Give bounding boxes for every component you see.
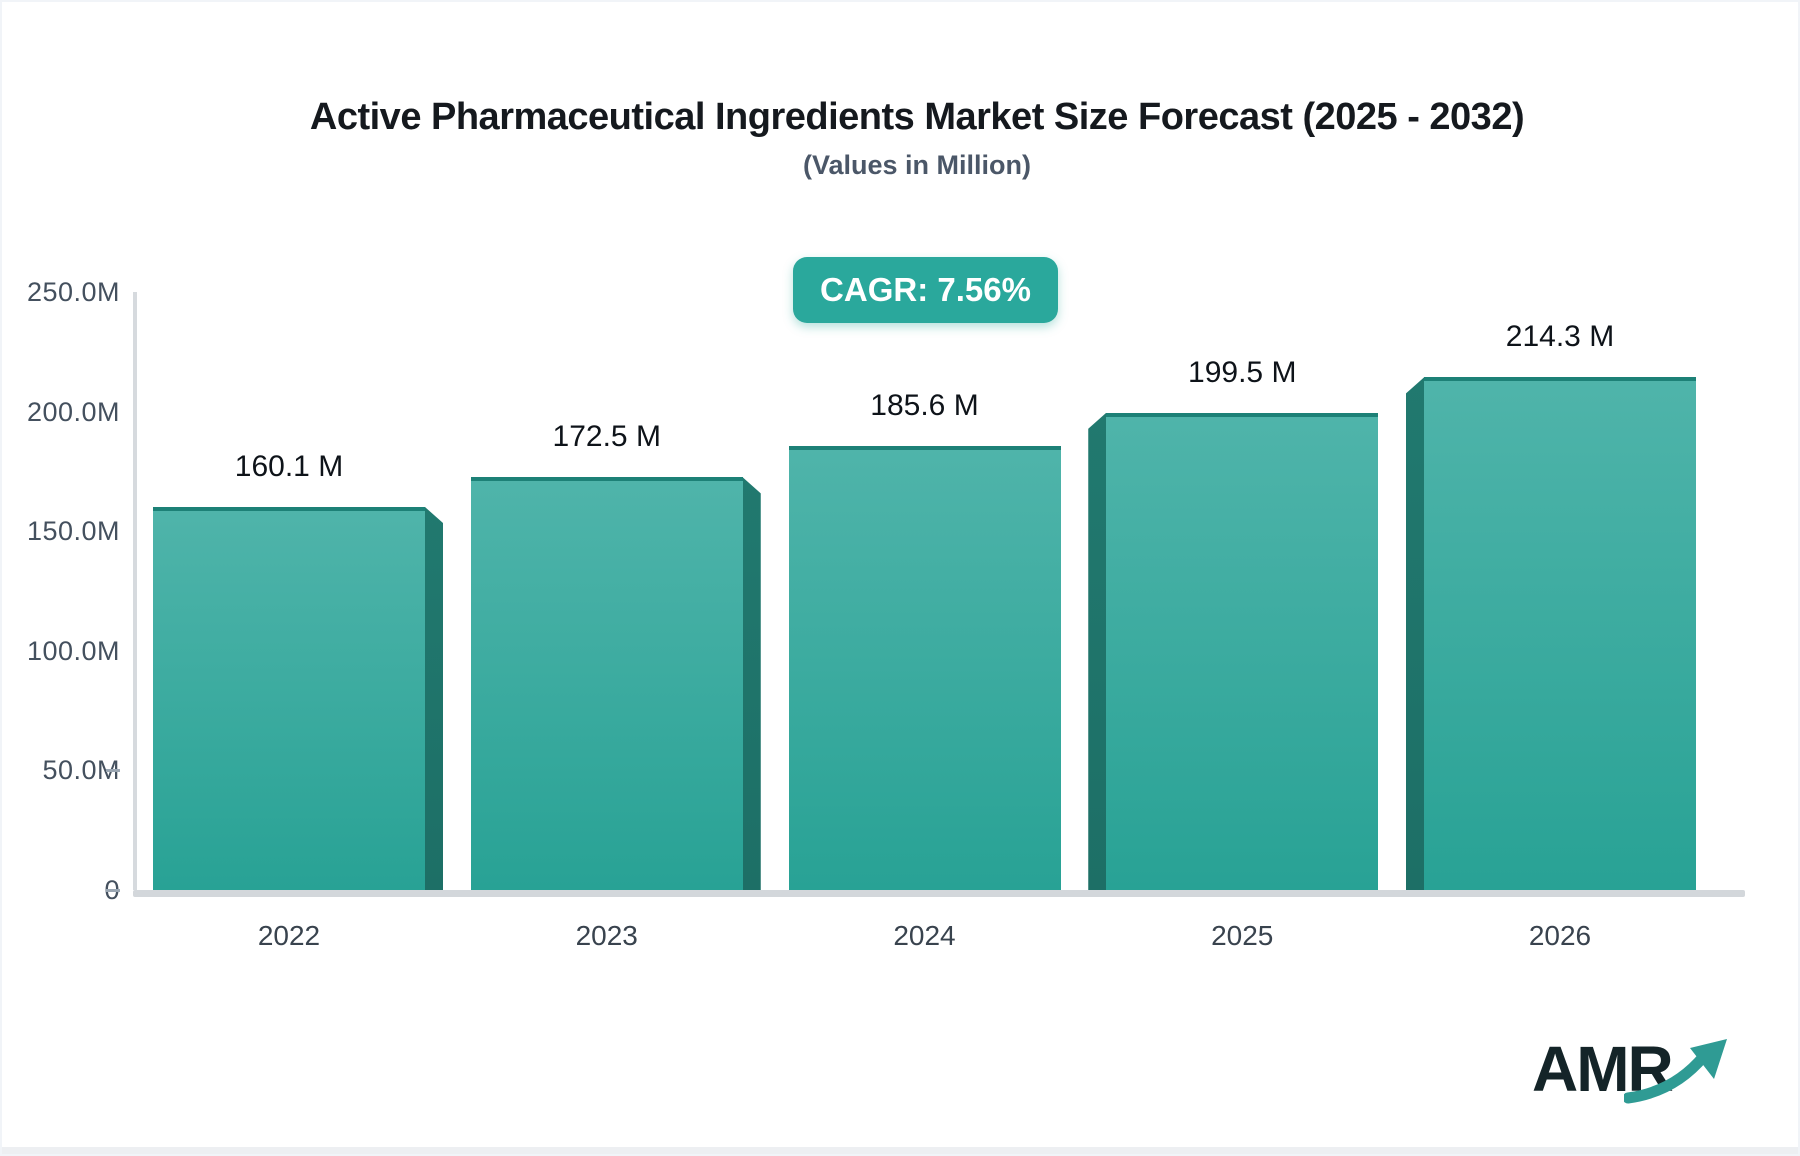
y-axis-tick-label: 100.0M xyxy=(26,635,120,666)
chart-subtitle: (Values in Million) xyxy=(802,150,1032,180)
bar-2026 xyxy=(1424,377,1696,890)
y-axis-tick-label: 0 xyxy=(2,875,120,906)
bar-value-label: 160.1 M xyxy=(234,450,344,484)
x-axis-label-2022: 2022 xyxy=(257,920,321,951)
cagr-badge: CAGR: 7.56% xyxy=(793,257,1058,323)
x-axis-line xyxy=(133,890,1745,897)
amr-logo: AMR xyxy=(1522,1026,1742,1116)
bar-value-label: 172.5 M xyxy=(552,420,661,454)
bar-value-label: 214.3 M xyxy=(1505,320,1615,354)
bar-side-shadow-2026 xyxy=(1406,377,1424,890)
bar-value-label: 185.6 M xyxy=(870,389,979,423)
bar-2024 xyxy=(788,446,1061,890)
y-axis-tick-label: 200.0M xyxy=(26,396,120,427)
chart-title: Active Pharmaceutical Ingredients Market… xyxy=(309,96,1525,138)
bottom-edge xyxy=(2,1147,1798,1154)
y-axis-tick-label: 250.0M xyxy=(26,277,120,307)
bar-2022 xyxy=(153,507,425,890)
y-axis-tick-label: 150.0M xyxy=(26,516,120,547)
bar-2025 xyxy=(1106,412,1379,890)
y-axis-tick-mark xyxy=(106,769,120,773)
bar-side-shadow-2023 xyxy=(742,477,761,890)
cagr-badge-label: CAGR: 7.56% xyxy=(820,271,1031,308)
y-axis-tick-label: 50.0M xyxy=(42,755,120,786)
y-axis-tick-mark xyxy=(106,889,120,892)
y-axis-line xyxy=(133,292,137,890)
bar-2023 xyxy=(470,477,743,890)
bar-side-shadow-2022 xyxy=(425,507,443,890)
x-axis-label-2026: 2026 xyxy=(1528,920,1592,951)
x-axis-label-2023: 2023 xyxy=(575,920,638,951)
bar-value-label: 199.5 M xyxy=(1188,355,1297,389)
growth-arrow-icon xyxy=(1624,1039,1727,1104)
x-axis-label-2024: 2024 xyxy=(893,920,956,951)
bar-side-shadow-2025 xyxy=(1088,412,1107,890)
x-axis-label-2025: 2025 xyxy=(1211,920,1274,951)
